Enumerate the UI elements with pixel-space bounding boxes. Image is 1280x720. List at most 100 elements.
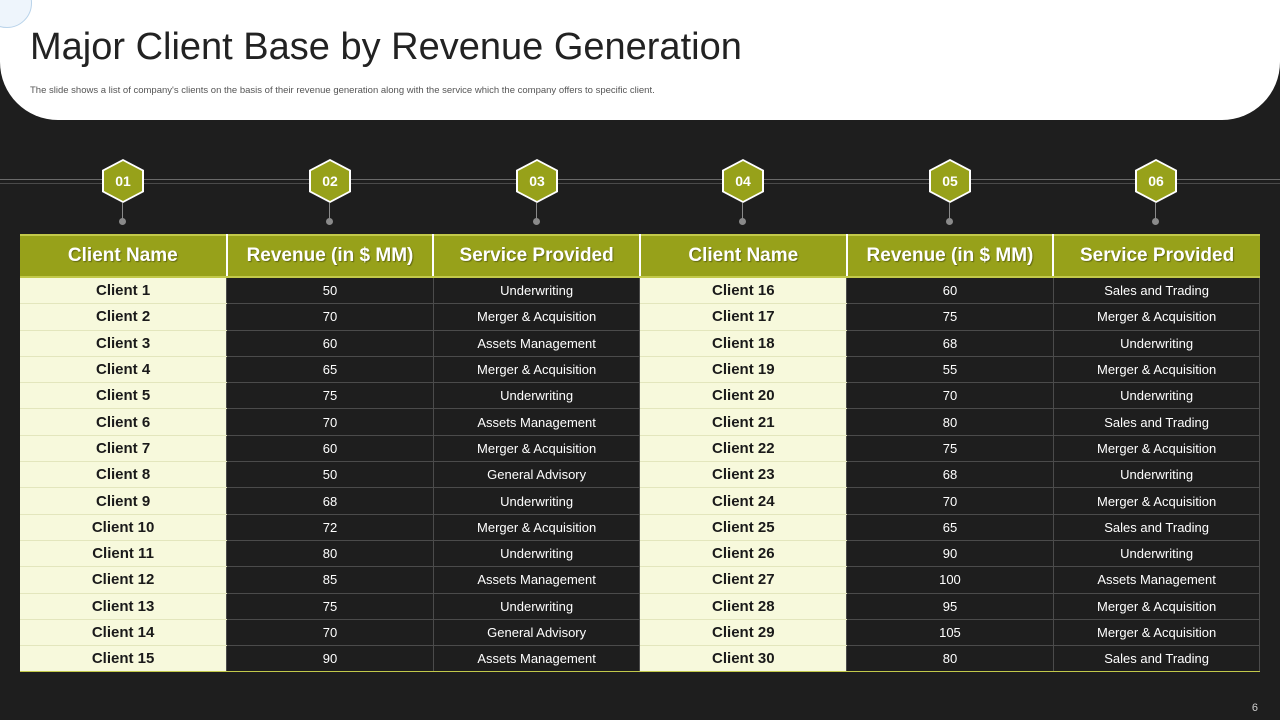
service-cell: General Advisory: [433, 619, 641, 647]
service-cell: Assets Management: [1053, 566, 1261, 594]
connector-line: [122, 203, 123, 219]
revenue-cell: 68: [846, 461, 1054, 489]
service-cell: Sales and Trading: [1053, 514, 1261, 541]
revenue-cell: 100: [846, 566, 1054, 594]
client-name-cell: Client 3: [20, 330, 228, 357]
client-name-cell: Client 30: [639, 645, 848, 673]
revenue-cell: 55: [846, 356, 1054, 384]
timeline-line: [0, 179, 1280, 180]
connector-dot: [1152, 218, 1159, 225]
revenue-cell: 80: [846, 408, 1054, 436]
step-number: 06: [1137, 161, 1175, 201]
service-cell: Underwriting: [433, 277, 641, 305]
client-name-cell: Client 17: [639, 303, 848, 331]
step-marker-3: 03: [516, 159, 558, 229]
step-marker-6: 06: [1135, 159, 1177, 229]
column-header-service: Service Provided: [433, 234, 641, 278]
revenue-cell: 70: [226, 303, 434, 331]
revenue-cell: 80: [846, 645, 1054, 673]
connector-line: [329, 203, 330, 219]
table-row: Client 5 75 Underwriting Client 20 70 Underwr…: [20, 382, 1261, 410]
client-name-cell: Client 2: [20, 303, 228, 331]
connector-line: [949, 203, 950, 219]
client-name-cell: Client 5: [20, 382, 228, 410]
revenue-cell: 68: [846, 330, 1054, 357]
revenue-cell: 60: [226, 330, 434, 357]
service-cell: Assets Management: [433, 408, 641, 436]
service-cell: General Advisory: [433, 461, 641, 489]
client-name-cell: Client 18: [639, 330, 848, 357]
revenue-cell: 70: [846, 487, 1054, 515]
column-header-service: Service Provided: [1053, 234, 1260, 278]
table-row: Client 11 80 Underwriting Client 26 90 Underw…: [20, 540, 1261, 568]
decorative-circle: [0, 0, 32, 28]
step-marker-5: 05: [929, 159, 971, 229]
client-name-cell: Client 16: [639, 277, 848, 305]
table-row: Client 14 70 General Advisory Client 29 105 M…: [20, 619, 1261, 647]
service-cell: Merger & Acquisition: [1053, 487, 1261, 515]
client-name-cell: Client 4: [20, 356, 228, 384]
table-row: Client 4 65 Merger & Acquisition Client 19 5…: [20, 356, 1261, 384]
header-panel: Major Client Base by Revenue Generation …: [0, 0, 1280, 120]
revenue-cell: 60: [846, 277, 1054, 305]
service-cell: Underwriting: [1053, 382, 1261, 410]
table-row: Client 7 60 Merger & Acquisition Client 22 7…: [20, 435, 1261, 463]
revenue-cell: 90: [226, 645, 434, 673]
connector-dot: [946, 218, 953, 225]
service-cell: Underwriting: [433, 382, 641, 410]
connector-line: [536, 203, 537, 219]
column-header-revenue: Revenue (in $ MM): [846, 234, 1055, 278]
client-name-cell: Client 28: [639, 593, 848, 620]
client-name-cell: Client 8: [20, 461, 228, 489]
client-revenue-table: Client Name Revenue (in $ MM) Service Pr…: [20, 234, 1261, 673]
revenue-cell: 85: [226, 566, 434, 594]
service-cell: Assets Management: [433, 566, 641, 594]
revenue-cell: 90: [846, 540, 1054, 568]
revenue-cell: 105: [846, 619, 1054, 647]
client-name-cell: Client 20: [639, 382, 848, 410]
table-row: Client 9 68 Underwriting Client 24 70 Merger …: [20, 487, 1261, 515]
client-name-cell: Client 13: [20, 593, 228, 620]
client-name-cell: Client 21: [639, 408, 848, 436]
table-row: Client 13 75 Underwriting Client 28 95 Merger…: [20, 593, 1261, 620]
connector-line: [742, 203, 743, 219]
service-cell: Sales and Trading: [1053, 408, 1261, 436]
table-row: Client 12 85 Assets Management Client 27 100…: [20, 566, 1261, 594]
column-header-client-name: Client Name: [20, 234, 228, 278]
table-row: Client 8 50 General Advisory Client 23 68 Und…: [20, 461, 1261, 489]
revenue-cell: 80: [226, 540, 434, 568]
service-cell: Merger & Acquisition: [1053, 435, 1261, 463]
page-subtitle: The slide shows a list of company's clie…: [30, 85, 655, 96]
connector-dot: [533, 218, 540, 225]
revenue-cell: 60: [226, 435, 434, 463]
revenue-cell: 65: [846, 514, 1054, 541]
revenue-cell: 50: [226, 461, 434, 489]
timeline-line-secondary: [0, 183, 1280, 184]
service-cell: Sales and Trading: [1053, 645, 1261, 673]
client-name-cell: Client 25: [639, 514, 848, 541]
client-name-cell: Client 23: [639, 461, 848, 489]
connector-dot: [119, 218, 126, 225]
service-cell: Merger & Acquisition: [433, 356, 641, 384]
service-cell: Merger & Acquisition: [433, 514, 641, 541]
service-cell: Sales and Trading: [1053, 277, 1261, 305]
table-row: Client 1 50 Underwriting Client 16 60 Sales a…: [20, 277, 1261, 305]
step-marker-4: 04: [722, 159, 764, 229]
column-header-client-name: Client Name: [639, 234, 848, 278]
client-name-cell: Client 1: [20, 277, 228, 305]
service-cell: Merger & Acquisition: [1053, 593, 1261, 620]
client-name-cell: Client 14: [20, 619, 228, 647]
step-marker-2: 02: [309, 159, 351, 229]
service-cell: Merger & Acquisition: [433, 303, 641, 331]
service-cell: Underwriting: [1053, 461, 1261, 489]
table-header-row: Client Name Revenue (in $ MM) Service Pr…: [20, 234, 1260, 278]
table-row: Client 2 70 Merger & Acquisition Client 17 7…: [20, 303, 1261, 331]
service-cell: Underwriting: [433, 593, 641, 620]
service-cell: Merger & Acquisition: [1053, 356, 1261, 384]
page-title: Major Client Base by Revenue Generation: [30, 26, 742, 68]
revenue-cell: 50: [226, 277, 434, 305]
client-name-cell: Client 24: [639, 487, 848, 515]
table-row: Client 15 90 Assets Management Client 30 80 S…: [20, 645, 1261, 673]
service-cell: Underwriting: [1053, 330, 1261, 357]
